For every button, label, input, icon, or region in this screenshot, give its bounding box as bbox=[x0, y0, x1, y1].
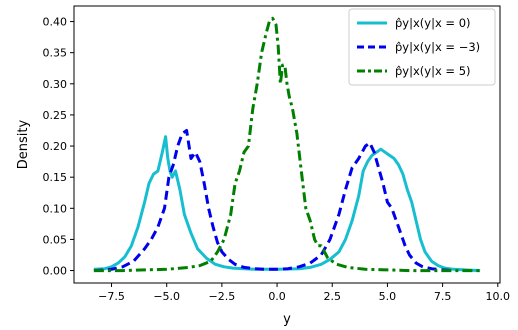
x-tick-label: 5.0 bbox=[379, 290, 397, 303]
y-tick-label: 0.20 bbox=[43, 140, 68, 153]
x-axis: −7.5 −5.0 −2.5 0.0 2.5 5.0 7.5 10.0 bbox=[98, 283, 510, 303]
y-tick-label: 0.00 bbox=[43, 265, 68, 278]
y-tick-label: 0.30 bbox=[43, 78, 68, 91]
y-tick-label: 0.05 bbox=[43, 233, 68, 246]
y-axis: 0.00 0.05 0.10 0.15 0.20 0.25 0.30 0.35 0.40 bbox=[43, 16, 74, 278]
x-tick-label: 10.0 bbox=[486, 290, 511, 303]
series-line-3 bbox=[93, 16, 481, 273]
legend: p̂y|x(y|x = 0) p̂y|x(y|x = −3) p̂y|x(y|x =… bbox=[348, 8, 496, 86]
plot-frame bbox=[73, 5, 501, 284]
y-tick-label: 0.35 bbox=[43, 47, 68, 60]
x-axis-label: y bbox=[283, 312, 291, 327]
x-tick-label: 7.5 bbox=[434, 290, 452, 303]
x-tick-label: 2.5 bbox=[323, 290, 341, 303]
legend-label: p̂y|x(y|x = 0) bbox=[395, 16, 471, 30]
y-tick-label: 0.40 bbox=[43, 16, 68, 29]
series-line-1 bbox=[93, 135, 481, 273]
series-line-2 bbox=[93, 129, 454, 273]
x-tick-label: 0.0 bbox=[268, 290, 286, 303]
legend-label: p̂y|x(y|x = −3) bbox=[395, 40, 480, 54]
y-tick-label: 0.10 bbox=[43, 202, 68, 215]
y-tick-label: 0.25 bbox=[43, 109, 68, 122]
legend-box bbox=[348, 8, 496, 86]
x-tick-label: −5.0 bbox=[153, 290, 180, 303]
x-tick-label: −7.5 bbox=[98, 290, 125, 303]
legend-label: p̂y|x(y|x = 5) bbox=[395, 64, 471, 78]
x-tick-label: −2.5 bbox=[209, 290, 236, 303]
y-tick-label: 0.15 bbox=[43, 171, 68, 184]
plot-lines bbox=[93, 16, 481, 273]
y-axis-label: Density bbox=[16, 119, 31, 169]
